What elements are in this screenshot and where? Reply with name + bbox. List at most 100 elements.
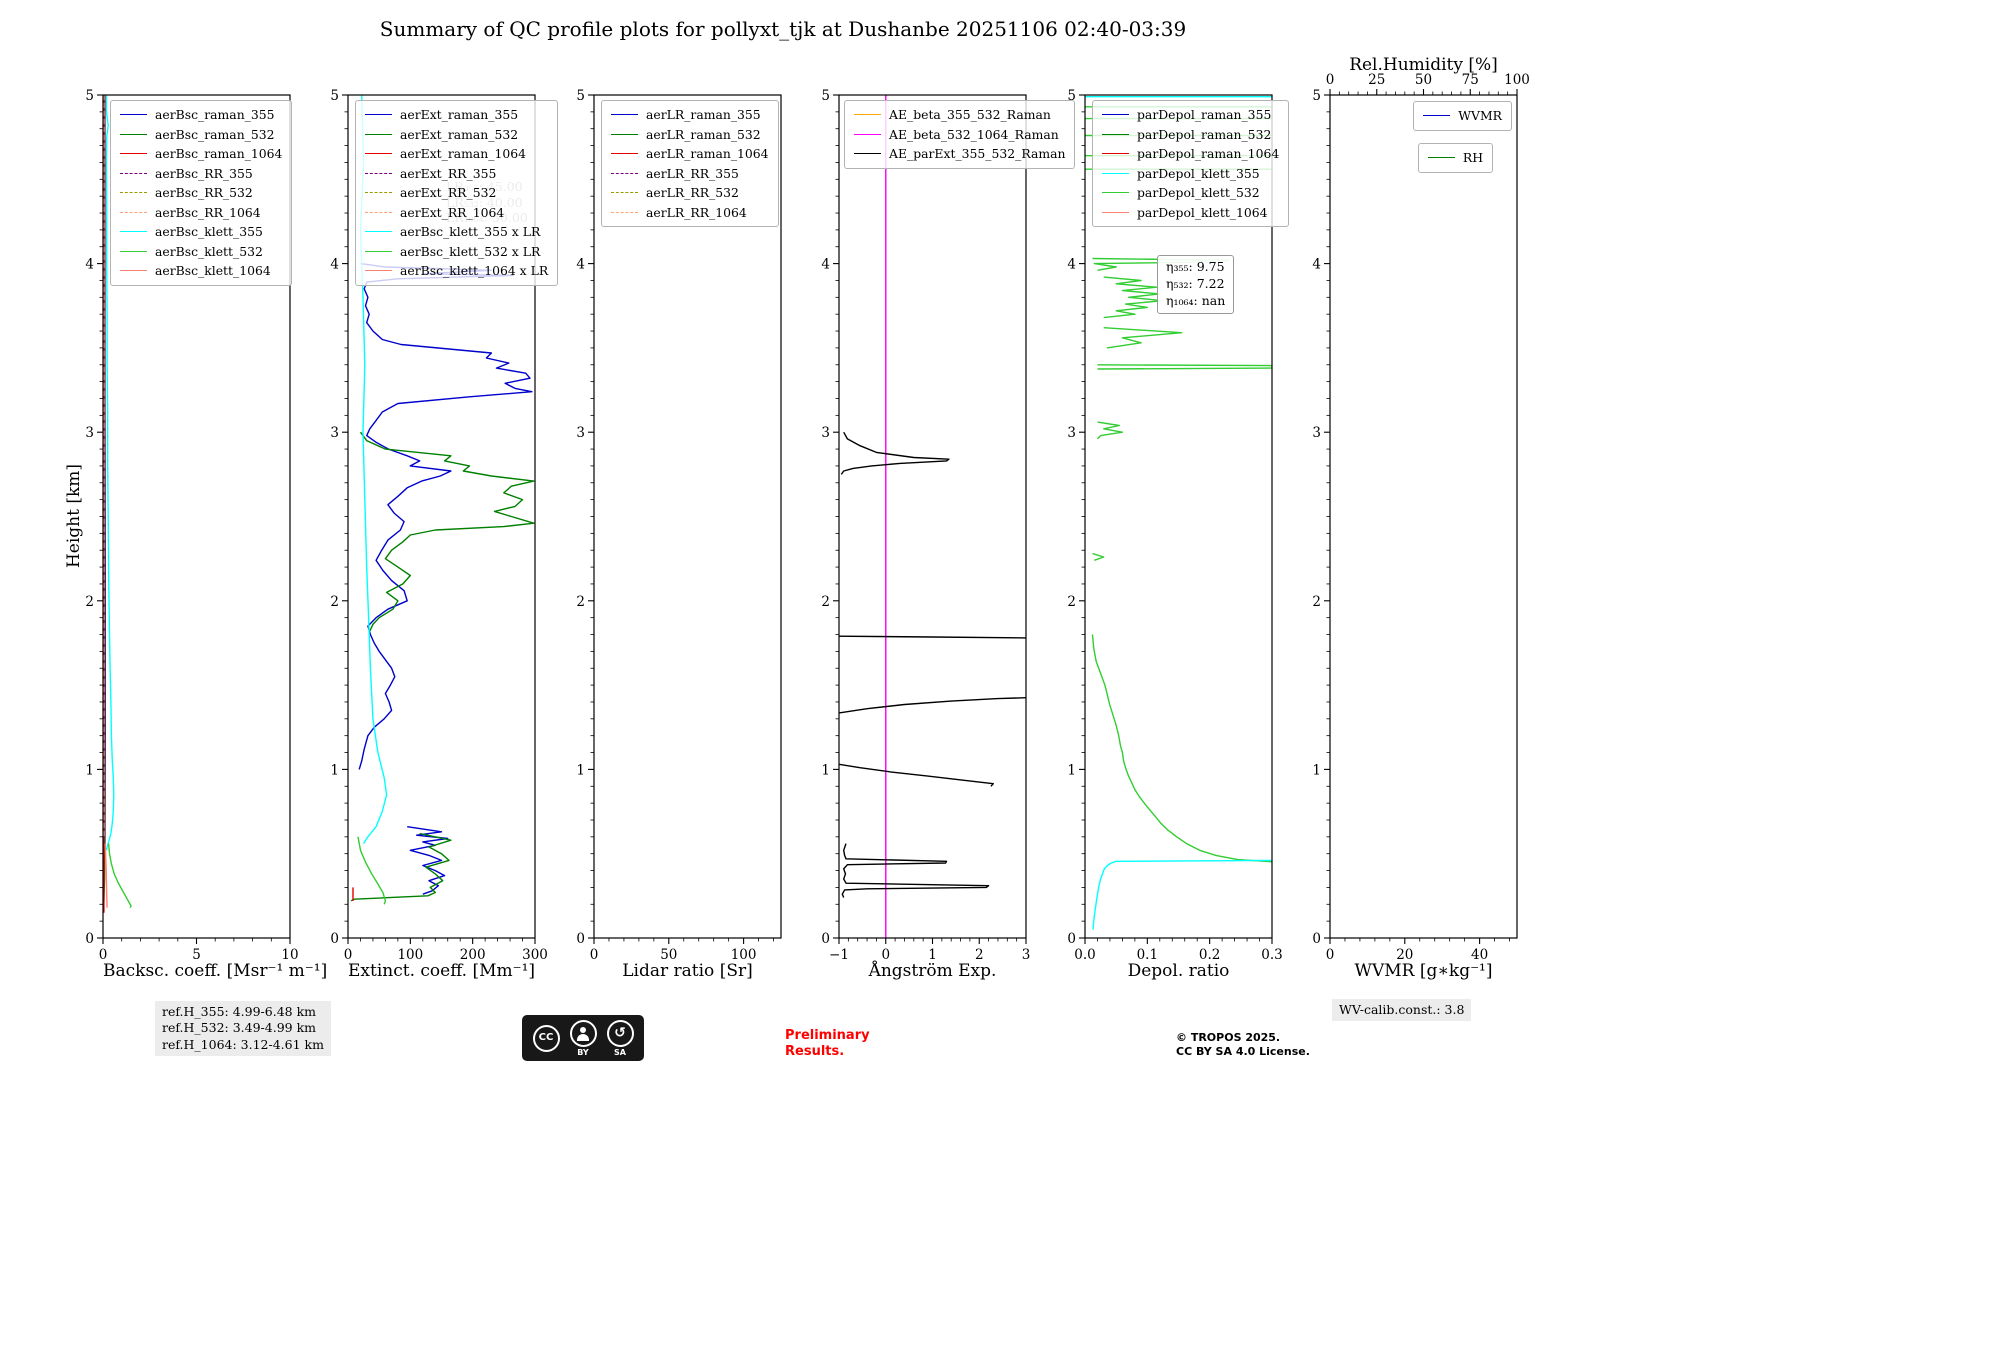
legend-line-sample	[365, 250, 392, 252]
series-parDepol_klett_532	[1103, 327, 1183, 349]
legend-item: aerLR_raman_532	[611, 125, 769, 145]
legend-item: aerBsc_klett_532	[120, 242, 282, 262]
legend-item: aerExt_RR_355	[365, 164, 548, 184]
top-tick-label: 50	[1415, 72, 1432, 88]
x-tick-label: −1	[829, 947, 849, 963]
legend-line-sample	[611, 153, 638, 155]
legend-item: aerBsc_raman_1064	[120, 144, 282, 164]
x-tick-label: 0	[344, 947, 353, 963]
y-tick-label: 3	[1312, 425, 1321, 441]
panel-lidar-ratio: 0 1 2 3 4 5 0 50 100 aerLR_raman_355 aerLR_raman_5…	[576, 88, 782, 963]
legend-label: aerBsc_klett_1064	[155, 263, 271, 279]
legend-label: aerLR_RR_1064	[646, 204, 747, 220]
x-tick-label: 3	[1022, 947, 1031, 963]
series-AE_parExt_355_532_Raman	[839, 635, 1026, 639]
series-lines	[839, 95, 1026, 938]
legend-item: aerBsc_klett_1064	[120, 261, 282, 281]
legend-item: aerBsc_RR_1064	[120, 203, 282, 223]
panel-wvmr: 0 1 2 3 4 5 0 20 40 0 25 50 75 100 WVMR RH	[1312, 72, 1529, 963]
x-tick-label: 100	[397, 947, 423, 963]
panel-backscatter: 0 1 2 3 4 5 0 5 10 aerBsc_raman_355 aerBsc_raman_5…	[85, 88, 298, 963]
legend-item: aerBsc_klett_355 x LR	[365, 222, 548, 242]
legend-line-sample	[365, 172, 392, 174]
copyright-note: © TROPOS 2025. CC BY SA 4.0 License.	[1176, 1031, 1310, 1059]
y-tick-label: 4	[1312, 257, 1321, 273]
cc-sa-column: ↺ SA	[606, 1019, 634, 1057]
legend-label: aerExt_RR_355	[400, 165, 497, 181]
legend-line-sample	[854, 114, 881, 116]
y-tick-label: 2	[821, 594, 830, 610]
wv-calibration-constant: WV-calib.const.: 3.8	[1332, 999, 1472, 1022]
legend-lidar-ratio: aerLR_raman_355 aerLR_raman_532 aerLR_rama…	[601, 100, 779, 227]
x-tick-label: 40	[1471, 947, 1488, 963]
reference-heights-box: ref.H_355: 4.99-6.48 km ref.H_532: 3.49-…	[155, 1001, 331, 1056]
legend-line-sample	[120, 250, 147, 252]
x-tick-label: 0.1	[1137, 947, 1158, 963]
legend-line-sample	[854, 153, 881, 155]
depol-calibration-eta-box: η₃₅₅: 9.75 η₅₃₂: 7.22 η₁₀₆₄: nan	[1157, 255, 1235, 314]
y-tick-label: 5	[1067, 88, 1076, 104]
legend-line-sample	[365, 133, 392, 135]
series-aerBsc_klett_532_x_LR	[357, 836, 387, 905]
legend-label: aerBsc_RR_532	[155, 185, 253, 201]
series-parDepol_klett_355	[1092, 859, 1272, 930]
legend-line-sample	[120, 114, 147, 116]
x-tick-label: 0	[1326, 947, 1335, 963]
legend-label: aerBsc_klett_532	[155, 243, 263, 259]
x-tick-label: 2	[975, 947, 984, 963]
legend-item: aerExt_raman_532	[365, 125, 548, 145]
x-tick-label: 300	[522, 947, 548, 963]
legend-item: aerBsc_klett_532 x LR	[365, 242, 548, 262]
legend-item: aerLR_raman_355	[611, 105, 769, 125]
series-parDepol_klett_532	[1091, 634, 1272, 863]
legend-label: RH	[1462, 150, 1483, 166]
legend-line-sample	[611, 114, 638, 116]
legend-item: AE_beta_355_532_Raman	[854, 105, 1065, 125]
cc-icon: CC	[532, 1024, 560, 1052]
legend-line-sample	[120, 172, 147, 174]
y-tick-label: 3	[576, 425, 585, 441]
legend-line-sample	[1423, 115, 1451, 117]
legend-item: WVMR	[1423, 106, 1502, 126]
y-tick-label: 0	[330, 931, 339, 947]
series-aerExt_raman_532	[359, 431, 535, 632]
legend-item: aerLR_RR_355	[611, 164, 769, 184]
legend-item: aerBsc_klett_1064 x LR	[365, 261, 548, 281]
legend-label: aerBsc_RR_355	[155, 165, 253, 181]
legend-label: aerLR_raman_532	[646, 126, 761, 142]
y-tick-label: 4	[821, 257, 830, 273]
legend-label: aerBsc_klett_1064 x LR	[400, 263, 549, 279]
y-tick-label: 1	[1312, 762, 1321, 778]
top-tick-label: 25	[1368, 72, 1385, 88]
cc-license-badge: CC BY ↺ SA	[522, 1015, 644, 1061]
y-tick-label: 0	[85, 931, 94, 947]
legend-wvmr-1: RH	[1417, 143, 1493, 173]
panel-depol: 0 1 2 3 4 5 0.0 0.1 0.2 0.3 parDepol_raman_355 parD…	[1067, 88, 1290, 963]
x-tick-label: 10	[281, 947, 298, 963]
xlabel-extinction: Extinct. coeff. [Mm⁻¹]	[348, 961, 536, 981]
y-tick-label: 5	[1312, 88, 1321, 104]
series-parDepol_klett_532	[1103, 276, 1164, 319]
figure-title: Summary of QC profile plots for pollyxt_…	[379, 17, 1187, 41]
series-AE_parExt_355_532_Raman	[839, 697, 1026, 714]
legend-line-sample	[365, 211, 392, 213]
legend-line-sample	[365, 114, 392, 116]
legend-label: WVMR	[1458, 108, 1502, 124]
legend-item: parDepol_klett_532	[1102, 183, 1279, 203]
by-label: BY	[577, 1047, 589, 1057]
preliminary-results-note: Preliminary Results.	[785, 1028, 870, 1060]
legend-line-sample	[365, 231, 392, 233]
legend-label: AE_beta_532_1064_Raman	[889, 126, 1059, 142]
series-AE_parExt_355_532_Raman	[840, 431, 950, 475]
legend-line-sample	[611, 192, 638, 194]
panel-extinction: 0 1 2 3 4 5 0 100 200 300 aerExt_raman_355 aerExt_r…	[330, 88, 559, 963]
y-tick-label: 4	[85, 257, 94, 273]
legend-line-sample	[120, 211, 147, 213]
legend-item: aerBsc_raman_355	[120, 105, 282, 125]
legend-item: aerExt_RR_532	[365, 183, 548, 203]
x-tick-label: 200	[460, 947, 486, 963]
legend-line-sample	[120, 231, 147, 233]
